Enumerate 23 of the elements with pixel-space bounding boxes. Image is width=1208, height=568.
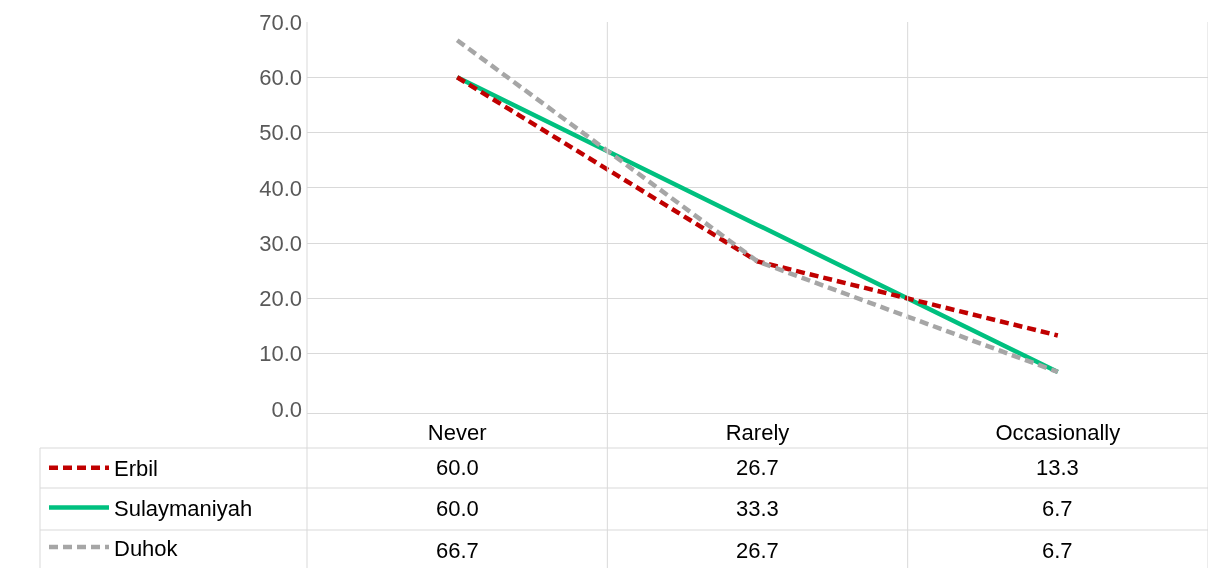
- x-tick-label: Never: [427, 420, 487, 446]
- y-tick-label: 20.0: [259, 286, 302, 312]
- y-tick-label: 40.0: [259, 175, 302, 201]
- y-tick-label: 70.0: [259, 9, 302, 35]
- data-label: 60.0: [436, 455, 479, 480]
- legend-label: Erbil: [114, 456, 159, 482]
- data-label: 26.7: [736, 538, 779, 563]
- y-tick-label: 30.0: [259, 230, 302, 256]
- x-tick-label: Rarely: [725, 420, 790, 446]
- data-label: 33.3: [736, 496, 779, 521]
- y-tick-label: 50.0: [259, 120, 302, 146]
- legend-label: Duhok: [114, 535, 179, 561]
- x-tick-label: Occasionally: [995, 420, 1121, 446]
- data-label: 6.7: [1042, 538, 1073, 563]
- y-tick-label: 60.0: [259, 64, 302, 90]
- y-tick-label: 0.0: [271, 396, 302, 422]
- data-label: 13.3: [1036, 455, 1079, 480]
- data-label: 66.7: [436, 538, 479, 563]
- data-label: 26.7: [736, 455, 779, 480]
- data-label: 6.7: [1042, 496, 1073, 521]
- y-tick-label: 10.0: [259, 341, 302, 367]
- legend-label: Sulaymaniyah: [114, 495, 253, 521]
- data-label: 60.0: [436, 496, 479, 521]
